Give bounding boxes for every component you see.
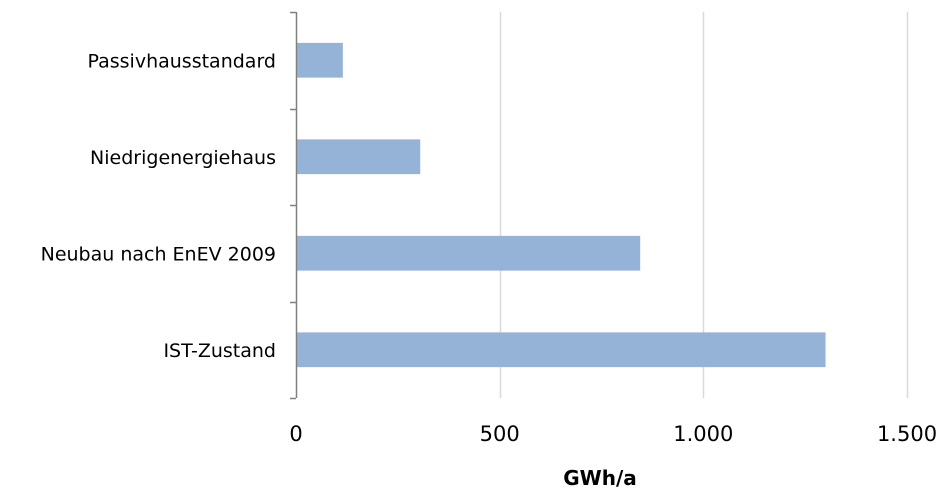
x-tick-label-2: 1.000 <box>673 422 733 446</box>
x-tick-label-1: 500 <box>480 422 520 446</box>
bar-2 <box>296 235 641 271</box>
category-label-0: Passivhausstandard <box>88 50 276 72</box>
labels: Passivhausstandard Niedrigenergiehaus Neub… <box>41 50 937 446</box>
x-tick-label-3: 1.500 <box>877 422 937 446</box>
category-label-1: Niedrigenergiehaus <box>90 147 276 169</box>
category-label-3: IST-Zustand <box>163 340 276 362</box>
x-axis-title: GWh/a <box>563 466 637 490</box>
axes <box>290 11 298 400</box>
x-tick-label-0: 0 <box>289 422 302 446</box>
bar-1 <box>296 139 421 175</box>
bar-3 <box>296 332 826 368</box>
bar-0 <box>296 42 343 78</box>
category-label-2: Neubau nach EnEV 2009 <box>41 243 276 265</box>
bars <box>296 42 826 368</box>
